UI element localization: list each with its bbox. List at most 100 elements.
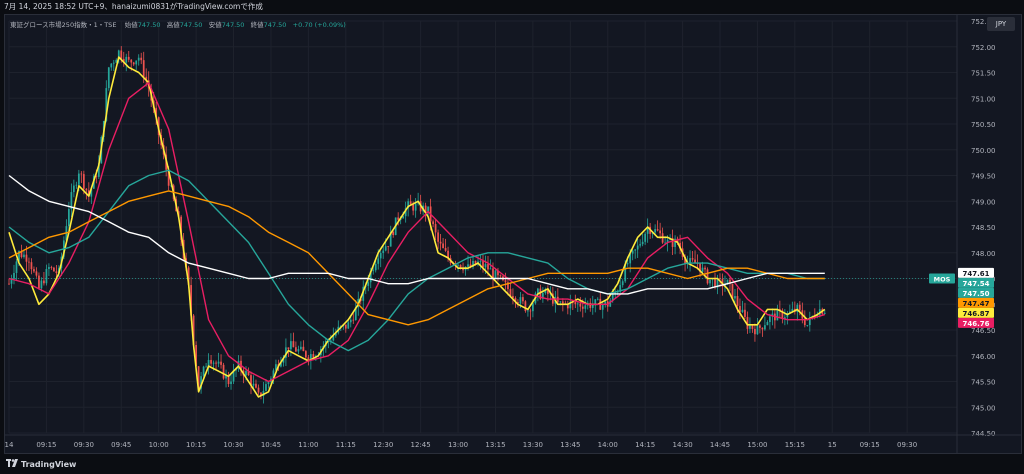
y-tick-label: 751.50 <box>971 70 996 78</box>
y-tick-label: 745.00 <box>971 404 996 412</box>
candle-body <box>332 335 335 341</box>
candle-body <box>472 260 474 267</box>
candle-body <box>215 362 217 364</box>
candle-body <box>344 324 347 329</box>
candle-body <box>10 278 13 284</box>
candle-body <box>247 371 250 376</box>
x-tick-label: 14 <box>5 441 14 449</box>
plot-background <box>5 15 1021 453</box>
x-tick-label: 10:30 <box>223 441 243 449</box>
candle-body <box>105 88 108 122</box>
candle-body <box>798 304 801 311</box>
candle-body <box>53 267 55 272</box>
candle-body <box>614 292 617 294</box>
candle-body <box>494 270 497 278</box>
candle-body <box>232 370 235 382</box>
candle-body <box>424 205 427 214</box>
candle-body <box>28 261 30 263</box>
candle-body <box>90 188 93 197</box>
candle-body <box>527 310 529 312</box>
candle-body <box>761 327 764 330</box>
ma-line-2 <box>8 82 825 383</box>
candle-body <box>23 254 25 258</box>
candle-body <box>517 302 519 304</box>
ma-line-4 <box>8 190 825 326</box>
candle-body <box>354 307 357 321</box>
candle-body <box>621 281 624 286</box>
candle-body <box>439 241 442 244</box>
candle-body <box>397 217 400 220</box>
candle-body <box>287 347 290 350</box>
candle-body <box>641 241 644 245</box>
candle-body <box>709 279 711 284</box>
candle-body <box>142 60 145 77</box>
candle-body <box>382 250 385 254</box>
candle-body <box>467 264 469 267</box>
candle-body <box>706 269 709 284</box>
x-tick-label: 15 <box>828 441 837 449</box>
candle-body <box>38 275 40 289</box>
chart-plot-area[interactable]: 752.50 752.00 751.50 751.00 750.50 750.00 749.… <box>4 14 1022 454</box>
candle-body <box>514 298 517 303</box>
candle-body <box>791 308 794 312</box>
candle-body <box>167 169 170 186</box>
candle-body <box>714 278 716 288</box>
y-tick-label: 751.00 <box>971 95 996 103</box>
candle-body <box>823 312 826 314</box>
candle-body <box>601 304 604 310</box>
candle-body <box>666 239 669 243</box>
candle-body <box>631 250 634 254</box>
candle-body <box>30 262 33 270</box>
candle-body <box>788 311 791 314</box>
candle-body <box>372 270 375 272</box>
candle-body <box>776 309 779 321</box>
candle-body <box>210 359 212 364</box>
price-badge: 747.61 <box>962 270 989 278</box>
price-badge: 747.54 <box>962 280 989 288</box>
candle-body <box>561 301 564 304</box>
candle-body <box>35 271 38 276</box>
currency-button[interactable]: JPY <box>987 17 1015 31</box>
candle-body <box>469 264 472 267</box>
candle-body <box>604 301 607 305</box>
x-tick-label: 15:00 <box>747 441 767 449</box>
ma-line-1 <box>8 56 826 398</box>
candle-body <box>180 216 183 240</box>
candle-body <box>726 279 729 285</box>
price-badge-bg <box>958 287 994 298</box>
candle-body <box>739 305 741 313</box>
candle-body <box>542 293 544 299</box>
candle-body <box>716 278 719 288</box>
candle-body <box>719 278 721 280</box>
y-tick-label: 746.50 <box>971 327 996 335</box>
candle-body <box>362 286 365 301</box>
candle-body <box>282 357 285 363</box>
tradingview-logo[interactable]: TradingView <box>6 459 76 469</box>
candle-body <box>487 264 489 270</box>
candle-body <box>220 361 222 365</box>
candle-body <box>437 232 439 242</box>
candle-body <box>499 275 502 277</box>
candle-body <box>444 248 447 251</box>
candle-body <box>127 56 130 60</box>
candle-body <box>275 364 277 371</box>
candle-body <box>257 387 260 393</box>
candle-body <box>117 50 120 60</box>
candle-body <box>75 184 78 186</box>
candle-body <box>689 258 691 264</box>
price-chart[interactable]: 752.50 752.00 751.50 751.00 750.50 750.00 749.… <box>5 15 1021 453</box>
candle-body <box>609 300 612 307</box>
candle-body <box>8 283 10 285</box>
symbol-name[interactable]: 東証グロース市場250指数・1・TSE <box>10 21 117 29</box>
x-tick-label: 13:15 <box>485 441 505 449</box>
candle-body <box>644 233 647 242</box>
candle-body <box>45 268 48 284</box>
footer-bar <box>0 454 1024 474</box>
candle-body <box>497 270 499 276</box>
candle-body <box>202 366 205 377</box>
candle-body <box>302 346 305 352</box>
high-value: 747.50 <box>179 21 203 29</box>
candle-body <box>474 260 477 265</box>
candle-body <box>489 268 492 270</box>
candle-body <box>741 309 744 313</box>
